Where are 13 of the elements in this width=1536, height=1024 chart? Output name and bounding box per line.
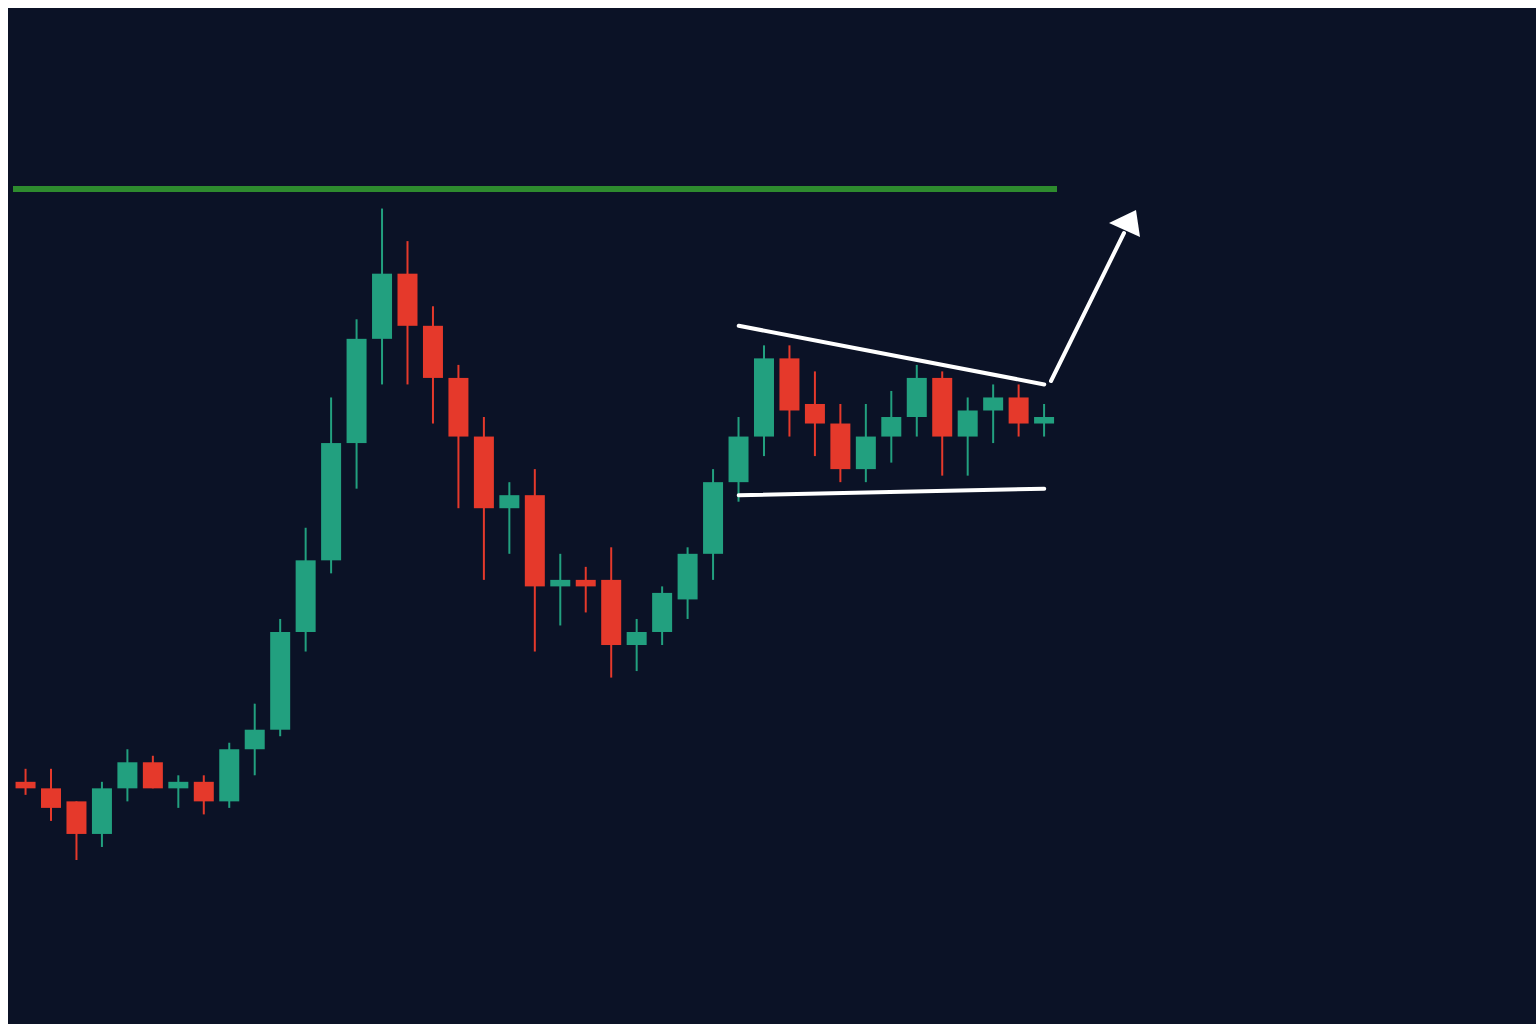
candlestick xyxy=(193,774,214,816)
candlestick xyxy=(499,481,520,555)
candlestick xyxy=(804,370,825,458)
candlestick xyxy=(244,702,265,777)
candlestick xyxy=(1034,402,1055,438)
candlestick xyxy=(41,767,62,822)
candlestick xyxy=(550,552,571,627)
candlestick xyxy=(881,389,902,464)
candlestick xyxy=(575,565,596,614)
candlestick xyxy=(983,383,1004,445)
candlestick xyxy=(168,774,189,809)
candlestick xyxy=(626,617,647,673)
candlestick xyxy=(15,767,36,796)
